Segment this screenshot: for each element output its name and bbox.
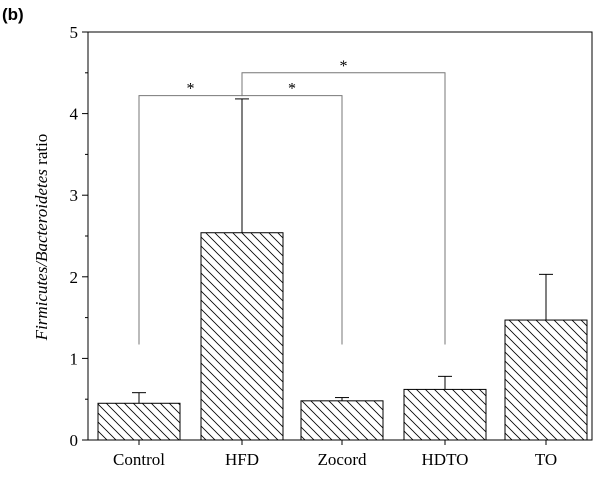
y-axis-label-part2: Bacteroidetes: [32, 169, 51, 262]
x-tick-label: Control: [113, 450, 165, 469]
x-tick-label: TO: [535, 450, 557, 469]
significance-marker: *: [340, 58, 348, 75]
significance-marker: *: [187, 81, 195, 98]
bar: [97, 402, 181, 441]
x-tick-label: Zocord: [317, 450, 367, 469]
y-axis-label-part3: ratio: [32, 134, 51, 169]
y-tick-label: 4: [70, 105, 79, 124]
y-tick-label: 3: [70, 186, 79, 205]
y-tick-label: 1: [70, 349, 79, 368]
y-axis-label-separator: /: [32, 260, 51, 268]
bar: [403, 388, 487, 441]
y-tick-label: 2: [70, 268, 79, 287]
y-tick-label: 5: [70, 23, 79, 42]
significance-bracket: [241, 92, 343, 345]
y-tick-label: 0: [70, 431, 79, 450]
significance-marker: *: [288, 81, 296, 98]
plot-area: 0 1 2 3 4 5 Control HFD Zocord HDTO TO * * *: [70, 23, 593, 469]
y-axis-label: Firmicutes/Bacteroidetes ratio: [32, 134, 51, 342]
significance-bracket: [241, 72, 446, 345]
x-tick-label: HDTO: [422, 450, 469, 469]
bar: [200, 232, 284, 441]
y-axis-label-part1: Firmicutes: [32, 266, 51, 341]
bar: [300, 400, 384, 441]
panel-label: (b): [2, 5, 24, 24]
x-tick-label: HFD: [225, 450, 259, 469]
bar: [504, 319, 588, 441]
